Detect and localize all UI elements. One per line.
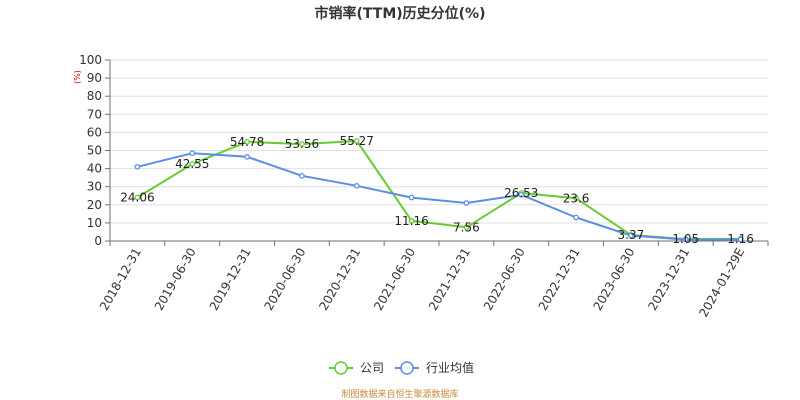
data-point (353, 138, 360, 144)
data-point (463, 224, 470, 231)
data-point (573, 195, 579, 202)
y-tick-label: 30 (87, 180, 102, 194)
data-point (134, 163, 141, 170)
y-tick-label: 10 (87, 216, 102, 230)
data-label: 54.78 (230, 135, 264, 149)
data-label: 3.37 (618, 228, 645, 242)
x-tick-label: 2024-01-29E (696, 246, 747, 320)
x-tick-label: 2022-06-30 (481, 246, 528, 313)
data-point (189, 161, 196, 167)
legend: 公司 行业均值 (329, 360, 474, 375)
x-tick-label: 2020-12-31 (316, 246, 363, 313)
y-tick-label: 80 (87, 89, 102, 103)
x-tick-label: 2021-06-30 (371, 246, 418, 313)
series-industry-average (134, 150, 744, 243)
y-tick-label: 60 (87, 125, 102, 139)
data-point (408, 194, 415, 201)
data-point (518, 191, 525, 198)
data-label: 55.27 (340, 134, 374, 148)
y-tick-label: 100 (79, 53, 102, 67)
data-label: 42.55 (175, 157, 209, 171)
legend-label-industry-average: 行业均值 (426, 360, 474, 375)
data-label: 11.16 (394, 214, 428, 228)
legend-item-industry-average[interactable]: 行业均值 (395, 360, 474, 375)
x-tick-label: 2023-12-31 (645, 246, 692, 313)
y-tick-label: 0 (94, 234, 102, 248)
legend-marker-industry-average (400, 361, 414, 375)
x-tick-label: 2022-12-31 (536, 246, 583, 313)
x-tick-label: 2018-12-31 (97, 246, 144, 313)
data-label: 26.53 (504, 186, 538, 200)
source-note: 制图数据来自恒生聚源数据库 (341, 388, 458, 400)
series-company (134, 138, 744, 242)
data-label: 1.05 (672, 232, 699, 246)
x-tick-label: 2020-06-30 (262, 246, 309, 313)
legend-item-company[interactable]: 公司 (329, 361, 384, 375)
data-label: 23.6 (563, 191, 590, 205)
y-tick-label: 90 (87, 71, 102, 85)
data-point (134, 194, 141, 201)
data-labels: 24.06 42.55 54.78 53.56 55.27 11.16 7.56 26.53 2… (120, 134, 754, 246)
series-layer (134, 138, 744, 243)
data-label: 24.06 (120, 190, 154, 204)
x-tick-label: 2023-06-30 (591, 246, 638, 313)
data-point (408, 217, 415, 224)
data-label: 53.56 (285, 137, 319, 151)
data-point (299, 172, 305, 179)
data-point (299, 141, 305, 147)
data-point (573, 214, 579, 221)
data-label: 7.56 (453, 220, 480, 234)
x-tick-label: 2019-12-31 (207, 245, 254, 312)
data-point (682, 236, 689, 243)
data-point (189, 150, 196, 157)
data-point (628, 232, 634, 239)
data-point (244, 153, 250, 160)
legend-marker-company (334, 361, 348, 375)
series-line (137, 152, 741, 241)
y-axis-unit: (%) (73, 70, 82, 84)
data-point (244, 138, 250, 145)
y-tick-label: 40 (87, 162, 102, 176)
y-tick-label: 20 (87, 198, 102, 212)
grid-lines (110, 59, 768, 224)
data-point (463, 200, 470, 206)
data-point (737, 236, 744, 243)
chart-title: 市销率(TTM)历史分位(%) (315, 5, 486, 22)
y-tick-label: 50 (87, 144, 102, 158)
legend-label-company: 公司 (360, 361, 384, 375)
x-tick-label: 2021-12-31 (426, 245, 473, 312)
y-tick-label: 70 (87, 107, 102, 121)
data-label: 1.16 (727, 232, 754, 246)
data-point (353, 182, 360, 189)
x-tick-label: 2019-06-30 (152, 246, 199, 313)
